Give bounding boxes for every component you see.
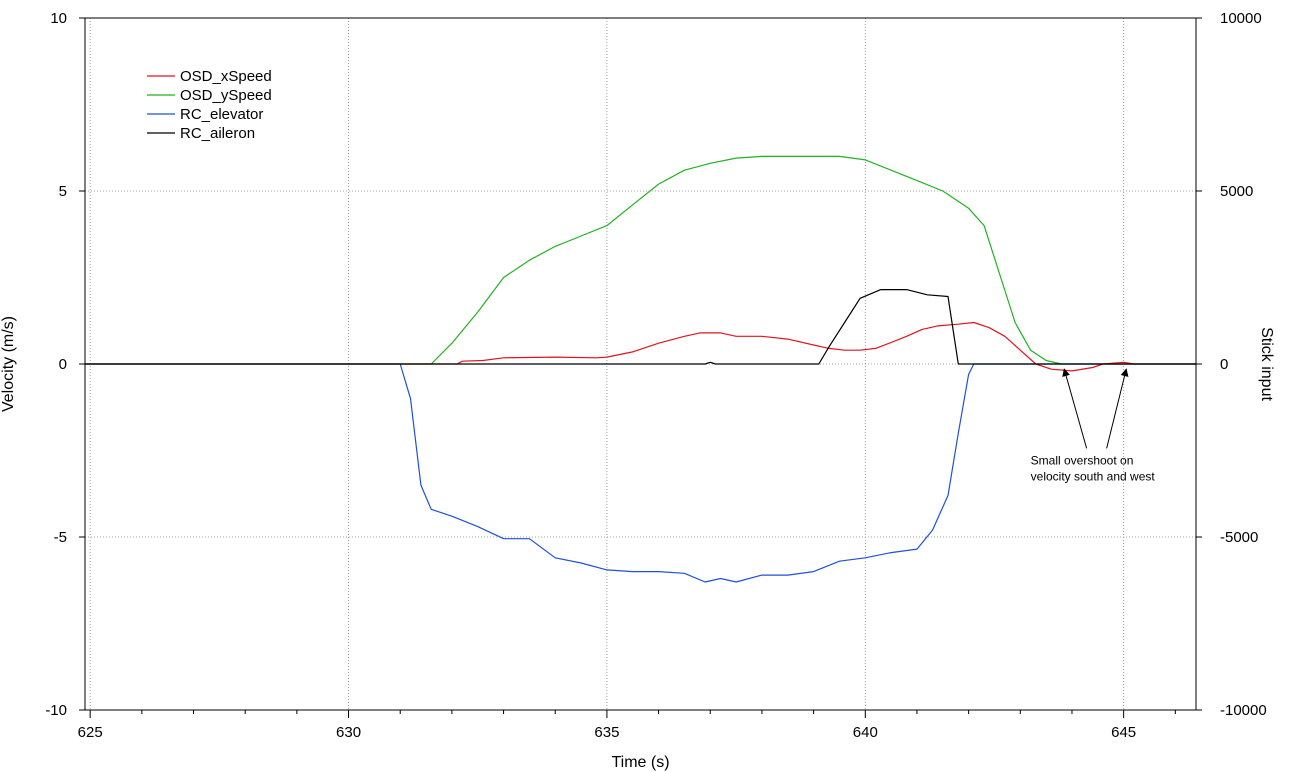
series-line-rc-aileron — [85, 289, 1196, 365]
legend-label: RC_aileron — [180, 125, 255, 142]
x-tick-label: 640 — [853, 724, 878, 741]
series-layer — [85, 155, 1196, 583]
annotation-arrow — [1062, 368, 1088, 449]
y-left-tick-label: -5 — [54, 529, 67, 546]
annotation-arrow — [1106, 368, 1129, 449]
y-left-tick-label: 10 — [50, 10, 67, 27]
y-right-tick-label: 10000 — [1220, 10, 1262, 27]
series-line-osd-yspeed — [85, 155, 1196, 365]
annotation-text: velocity south and west — [1031, 469, 1156, 483]
annotations: Small overshoot on velocity south and wes… — [1031, 368, 1156, 483]
ticks: 625 630 635 640 645 10 5 0 -5 -10 10000 5000 0 -5000 -… — [45, 10, 1266, 741]
y-right-tick-label: -5000 — [1220, 529, 1258, 546]
y-right-tick-label: 0 — [1220, 356, 1228, 373]
series-line-rc-elevator — [85, 363, 1196, 583]
y-left-tick-label: -10 — [45, 702, 67, 719]
legend-label: RC_elevator — [180, 106, 263, 123]
x-axis-title: Time (s) — [611, 754, 669, 771]
y-axis-right-title: Stick input — [1258, 327, 1275, 401]
y-right-tick-label: 5000 — [1220, 183, 1253, 200]
y-axis-left-title: Velocity (m/s) — [0, 316, 17, 412]
x-tick-label: 625 — [78, 724, 103, 741]
y-left-tick-label: 5 — [59, 183, 67, 200]
x-tick-label: 645 — [1111, 724, 1136, 741]
legend: OSD_xSpeed OSD_ySpeed RC_elevator RC_ailero… — [147, 68, 272, 142]
y-right-tick-label: -10000 — [1220, 702, 1267, 719]
y-left-tick-label: 0 — [59, 356, 67, 373]
x-tick-label: 635 — [594, 724, 619, 741]
x-tick-label: 630 — [336, 724, 361, 741]
legend-label: OSD_ySpeed — [180, 87, 272, 104]
annotation-text: Small overshoot on — [1031, 453, 1134, 467]
legend-label: OSD_xSpeed — [180, 68, 272, 85]
